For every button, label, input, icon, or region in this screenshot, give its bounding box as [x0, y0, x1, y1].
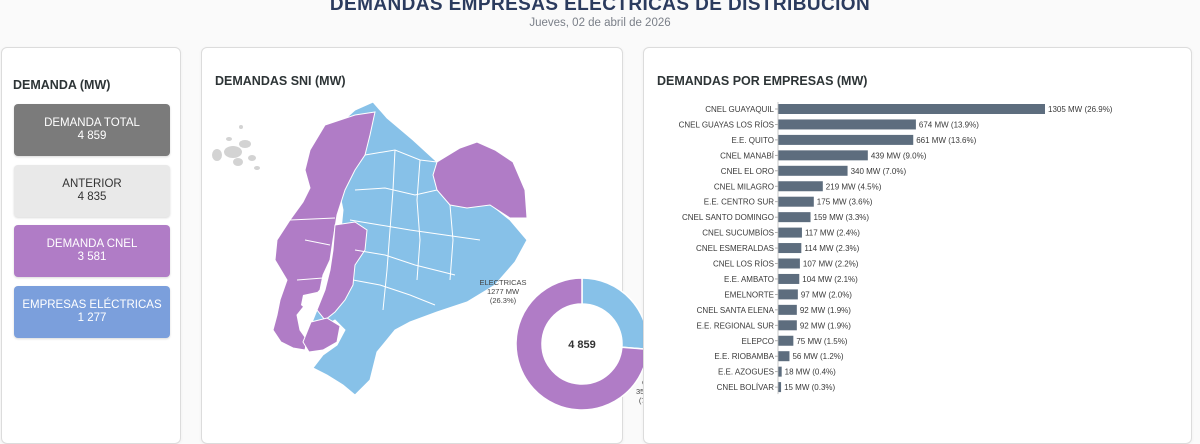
bar[interactable]: [778, 150, 868, 161]
sni-panel-title: DEMANDAS SNI (MW): [215, 74, 346, 88]
galapagos-island: [226, 137, 232, 141]
galapagos-island: [254, 166, 260, 170]
card-value: 1 277: [77, 312, 107, 324]
bar-category-label: CNEL EL ORO: [721, 167, 774, 176]
bar-category-label: CNEL MILAGRO: [714, 182, 774, 191]
card-label: ANTERIOR: [62, 178, 122, 190]
card-value: 4 835: [77, 191, 107, 203]
bar-value-label: 56 MW (1.2%): [792, 352, 843, 361]
card-demanda-total[interactable]: DEMANDA TOTAL 4 859: [14, 104, 170, 156]
galapagos-islands: [212, 125, 260, 170]
bar[interactable]: [778, 227, 802, 238]
gulf-of-guayaquil: [301, 292, 319, 312]
bar-category-label: E.E. REGIONAL SUR: [697, 321, 775, 330]
bar-category-label: E.E. QUITO: [731, 136, 774, 145]
donut-center-value: 4 859: [568, 339, 596, 351]
page-date: Jueves, 02 de abril de 2026: [529, 17, 671, 29]
galapagos-island: [248, 155, 256, 161]
bar[interactable]: [778, 273, 800, 284]
bar[interactable]: [778, 366, 782, 377]
card-demanda-cnel[interactable]: DEMANDA CNEL 3 581: [14, 225, 170, 277]
card-label: DEMANDA TOTAL: [44, 117, 140, 129]
bar-category-label: CNEL ESMERALDAS: [696, 244, 774, 253]
bar-value-label: 117 MW (2.4%): [805, 229, 860, 238]
galapagos-island: [239, 125, 243, 129]
card-label: DEMANDA CNEL: [46, 238, 138, 250]
bar[interactable]: [778, 104, 1045, 114]
bar-category-label: CNEL SANTO DOMINGO: [682, 213, 774, 222]
bar-category-label: CNEL SUCUMBÍOS: [702, 229, 774, 238]
bar-value-label: 340 MW (7.0%): [851, 167, 907, 176]
card-value: 4 859: [77, 130, 107, 142]
bar-value-label: 97 MW (2.0%): [801, 290, 852, 299]
bar-value-label: 104 MW (2.1%): [802, 275, 858, 284]
bar-value-label: 75 MW (1.5%): [796, 337, 847, 346]
card-value: 3 581: [77, 251, 107, 263]
bar-value-label: 15 MW (0.3%): [784, 383, 835, 392]
bar[interactable]: [778, 304, 797, 315]
companies-panel-title: DEMANDAS POR EMPRESAS (MW): [657, 74, 868, 88]
bar-category-label: CNEL GUAYAQUIL: [705, 105, 774, 114]
bar-category-label: CNEL GUAYAS LOS RÍOS: [679, 120, 774, 129]
bar[interactable]: [778, 119, 916, 130]
bar-category-label: CNEL BOLÍVAR: [717, 383, 775, 392]
bar-value-label: 92 MW (1.9%): [800, 321, 851, 330]
card-label: EMPRESAS ELÉCTRICAS: [22, 299, 162, 311]
map-region-cnel-el-oro: [302, 317, 341, 353]
map-region-electricas: [304, 101, 528, 396]
bar[interactable]: [778, 382, 782, 393]
bar-category-label: E.E. AMBATO: [724, 275, 774, 284]
bar-value-label: 175 MW (3.6%): [817, 198, 873, 207]
bar[interactable]: [778, 320, 797, 331]
demand-panel: DEMANDA (MW) DEMANDA TOTAL 4 859 ANTERIO…: [1, 47, 181, 444]
bar-value-label: 114 MW (2.3%): [804, 244, 859, 253]
bar[interactable]: [778, 243, 802, 254]
bar[interactable]: [778, 181, 823, 192]
demand-panel-title: DEMANDA (MW): [13, 78, 111, 92]
bar-value-label: 92 MW (1.9%): [800, 306, 851, 315]
bar-category-label: E.E. RIOBAMBA: [714, 352, 774, 361]
bar-value-label: 107 MW (2.2%): [803, 260, 859, 269]
bar-value-label: 18 MW (0.4%): [785, 368, 836, 377]
bar[interactable]: [778, 134, 914, 145]
bar-value-label: 159 MW (3.3%): [814, 213, 870, 222]
map-province-borders: [289, 149, 481, 311]
card-empresas-electricas[interactable]: EMPRESAS ELÉCTRICAS 1 277: [14, 286, 170, 338]
bar[interactable]: [778, 212, 811, 223]
bar[interactable]: [778, 351, 790, 362]
galapagos-island: [233, 158, 243, 166]
bar[interactable]: [778, 196, 814, 207]
bar-category-label: EMELNORTE: [724, 290, 774, 299]
bar[interactable]: [778, 258, 800, 269]
galapagos-island: [224, 146, 242, 158]
bar[interactable]: [778, 165, 848, 176]
map-region-cnel-guayas: [316, 221, 368, 321]
bar-value-label: 439 MW (9.0%): [871, 151, 927, 160]
card-anterior[interactable]: ANTERIOR 4 835: [14, 165, 170, 217]
donut-slice-cnel[interactable]: [515, 277, 649, 411]
bar-category-label: CNEL LOS RÍOS: [713, 260, 774, 269]
bar-value-label: 1305 MW (26.9%): [1048, 105, 1113, 114]
donut-label-electricas: (26.3%): [490, 296, 517, 305]
galapagos-island: [239, 140, 251, 148]
bar-category-label: E.E. AZOGUES: [718, 368, 774, 377]
page-title: DEMANDAS EMPRESAS ELÉCTRICAS DE DISTRIBU…: [329, 0, 871, 15]
bar[interactable]: [778, 335, 794, 346]
bar-category-label: E.E. CENTRO SUR: [704, 198, 774, 207]
bar-value-label: 219 MW (4.5%): [826, 182, 882, 191]
bar-category-label: ELEPCO: [742, 337, 774, 346]
bar[interactable]: [778, 289, 798, 300]
bar-category-label: CNEL SANTA ELENA: [697, 306, 775, 315]
ecuador-map: [212, 101, 528, 396]
bar-value-label: 674 MW (13.9%): [919, 120, 979, 129]
bar-value-label: 661 MW (13.6%): [916, 136, 976, 145]
donut-label-electricas: ELECTRICAS: [479, 278, 526, 287]
map-region-cnel-sucumbios: [432, 141, 528, 219]
bar-category-label: CNEL MANABÍ: [720, 151, 775, 160]
galapagos-island: [212, 149, 222, 161]
companies-bar-chart: CNEL GUAYAQUIL 1305 MW (26.9%) CNEL GUAYAS…: [679, 102, 1113, 395]
donut-label-electricas: 1277 MW: [487, 287, 520, 296]
